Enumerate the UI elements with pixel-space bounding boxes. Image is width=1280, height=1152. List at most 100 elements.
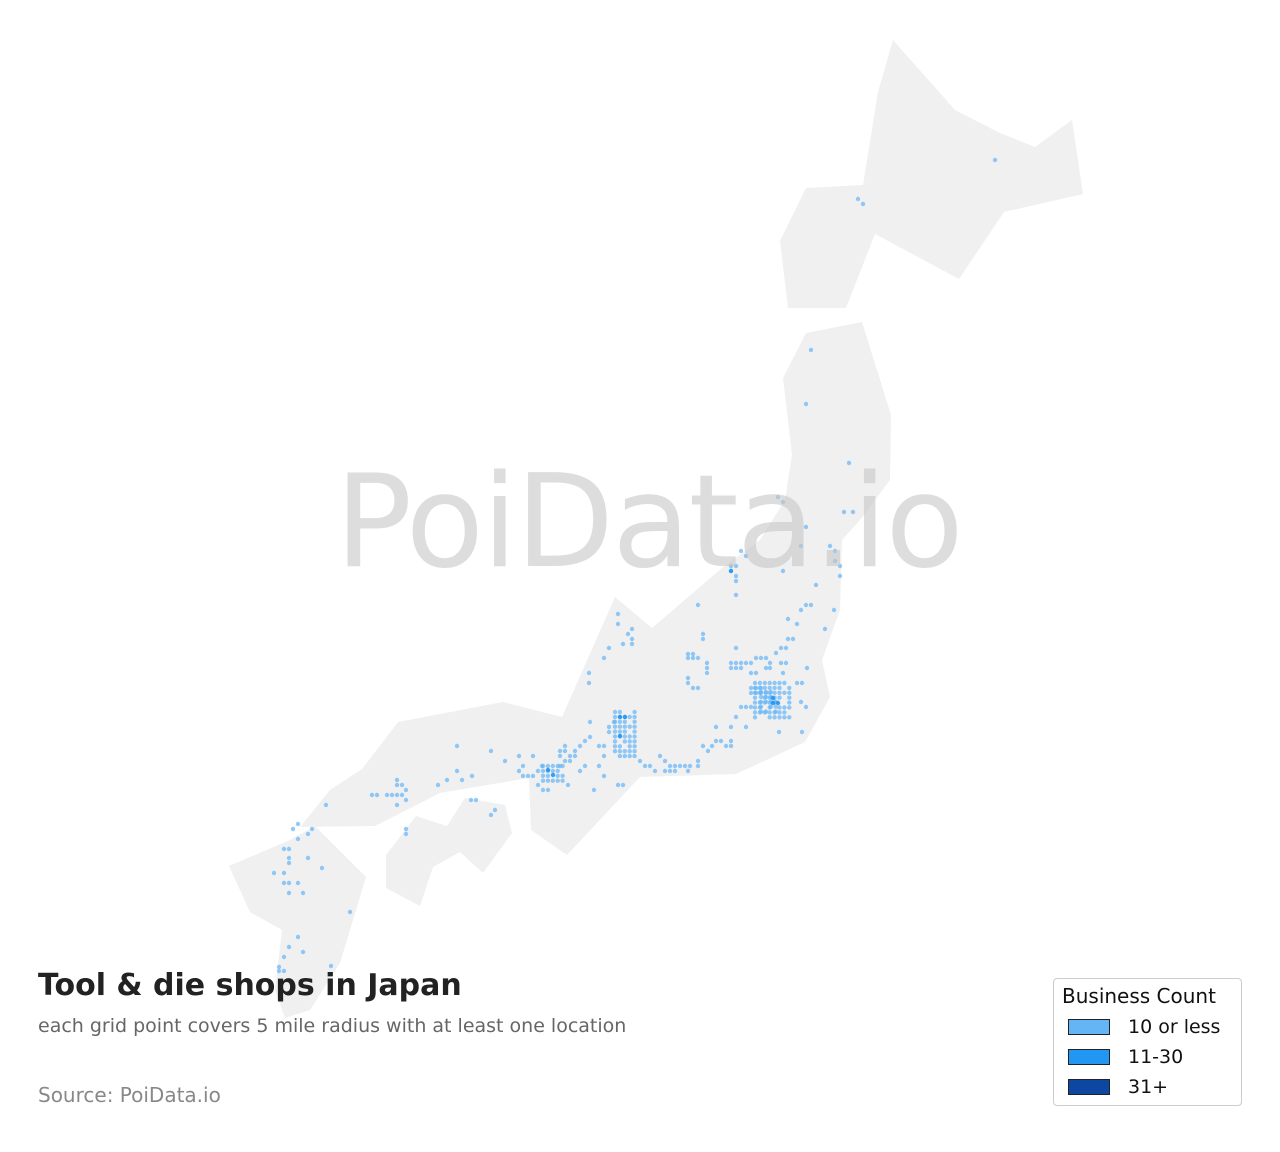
map-title: Tool & die shops in Japan: [38, 968, 462, 1003]
grid-point: [287, 847, 291, 851]
grid-point: [724, 744, 728, 748]
grid-point: [856, 197, 860, 201]
grid-point: [301, 950, 305, 954]
grid-point: [782, 681, 786, 685]
grid-point: [296, 881, 300, 885]
grid-point: [809, 603, 813, 607]
grid-point: [696, 686, 700, 690]
grid-point: [616, 783, 620, 787]
grid-point: [729, 666, 733, 670]
grid-point: [628, 715, 632, 719]
grid-point: [688, 764, 692, 768]
grid-point: [287, 891, 291, 895]
grid-point: [583, 764, 587, 768]
grid-point: [628, 725, 632, 729]
grid-point: [777, 715, 781, 719]
grid-point: [546, 768, 550, 772]
grid-point: [714, 725, 718, 729]
grid-point: [282, 871, 286, 875]
grid-point: [404, 798, 408, 802]
grid-point: [768, 661, 772, 665]
grid-point: [686, 769, 690, 773]
grid-point: [759, 686, 763, 690]
legend-swatch: [1068, 1049, 1110, 1065]
grid-point: [744, 705, 748, 709]
grid-point: [578, 744, 582, 748]
legend-label: 10 or less: [1128, 1016, 1220, 1038]
grid-point: [310, 827, 314, 831]
grid-point: [800, 681, 804, 685]
grid-point: [578, 769, 582, 773]
grid-point: [296, 822, 300, 826]
grid-point: [734, 646, 738, 650]
grid-point: [683, 764, 687, 768]
legend: Business Count 10 or less 11-30 31+: [1053, 978, 1242, 1106]
grid-point: [632, 739, 636, 743]
grid-point: [749, 686, 753, 690]
grid-point: [804, 402, 808, 406]
grid-point: [776, 701, 780, 705]
grid-point: [621, 642, 625, 646]
grid-point: [607, 730, 611, 734]
grid-point: [749, 671, 753, 675]
grid-point: [729, 725, 733, 729]
grid-point: [861, 202, 865, 206]
grid-point: [774, 709, 778, 713]
grid-point: [568, 754, 572, 758]
grid-point: [404, 788, 408, 792]
grid-point: [787, 700, 791, 704]
grid-point: [558, 749, 562, 753]
legend-swatch: [1068, 1079, 1110, 1095]
grid-point: [764, 666, 768, 670]
grid-point: [779, 661, 783, 665]
grid-point: [759, 691, 763, 695]
grid-point: [541, 764, 545, 768]
grid-point: [546, 788, 550, 792]
grid-point: [613, 739, 617, 743]
grid-point: [395, 783, 399, 787]
grid-point: [764, 709, 768, 713]
grid-point: [784, 661, 788, 665]
grid-point: [777, 686, 781, 690]
grid-point: [787, 691, 791, 695]
grid-point: [597, 764, 601, 768]
grid-point: [618, 715, 622, 719]
grid-point: [701, 744, 705, 748]
grid-point: [787, 686, 791, 690]
grid-point: [763, 681, 767, 685]
grid-point: [768, 681, 772, 685]
grid-point: [400, 783, 404, 787]
grid-point: [613, 715, 617, 719]
legend-title: Business Count: [1062, 984, 1216, 1008]
grid-point: [753, 700, 757, 704]
grid-point: [705, 661, 709, 665]
grid-point: [469, 798, 473, 802]
grid-point: [781, 671, 785, 675]
grid-point: [686, 652, 690, 656]
grid-point: [531, 774, 535, 778]
grid-point: [774, 651, 778, 655]
grid-point: [784, 646, 788, 650]
grid-point: [613, 720, 617, 724]
grid-point: [749, 705, 753, 709]
grid-point: [573, 749, 577, 753]
grid-point: [618, 725, 622, 729]
grid-point: [493, 808, 497, 812]
grid-point: [787, 715, 791, 719]
grid-point: [632, 729, 636, 733]
grid-point: [282, 955, 286, 959]
grid-point: [436, 783, 440, 787]
grid-point: [686, 676, 690, 680]
hokkaido: [780, 40, 1083, 308]
grid-point: [754, 656, 758, 660]
grid-point: [556, 764, 560, 768]
grid-point: [618, 720, 622, 724]
grid-point: [759, 700, 763, 704]
grid-point: [460, 778, 464, 782]
grid-point: [587, 671, 591, 675]
grid-point: [626, 632, 630, 636]
grid-point: [686, 656, 690, 660]
grid-point: [768, 666, 772, 670]
grid-point: [739, 705, 743, 709]
legend-swatch: [1068, 1019, 1110, 1035]
